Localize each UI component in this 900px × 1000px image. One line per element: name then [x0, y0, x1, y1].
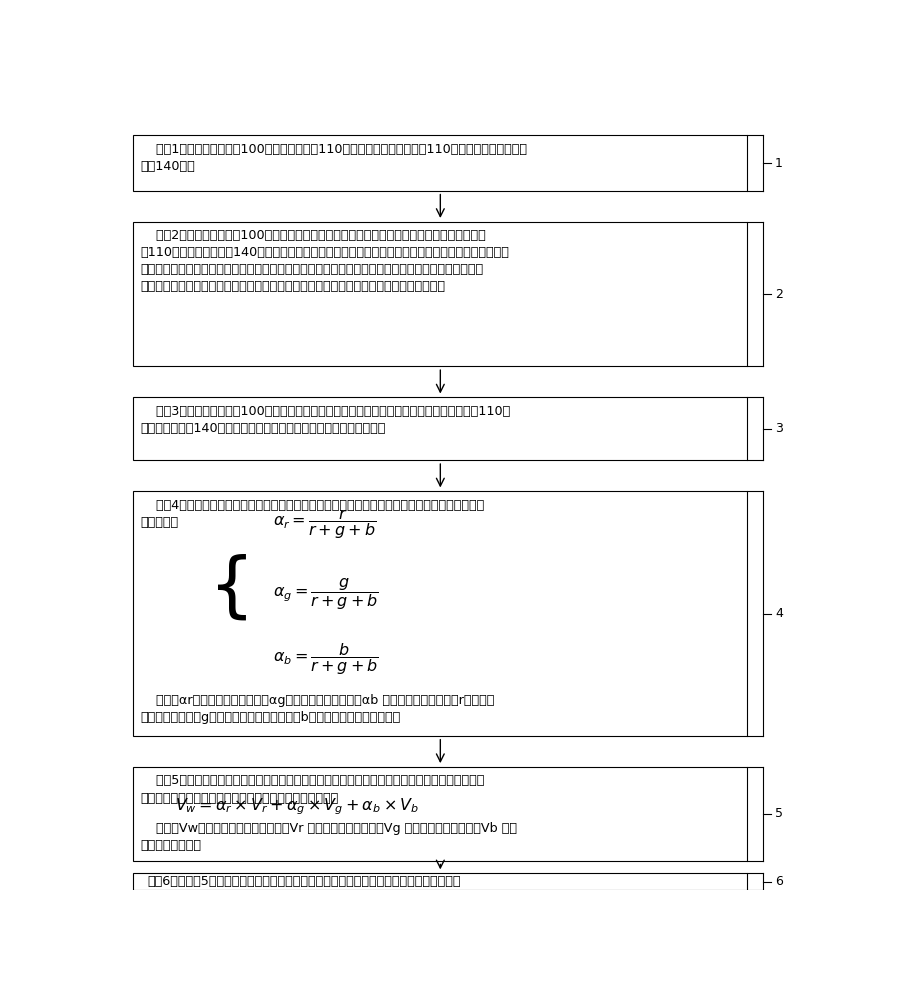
Text: 步骤2、所述液晶面板（100）分别显示红色、绿色、和蓝色闪烁测试画面，使用所述感光探头
（110）与闪烁感测器（140）分别获取红色、绿色、和蓝色闪烁测试画面的: 步骤2、所述液晶面板（100）分别显示红色、绿色、和蓝色闪烁测试画面，使用所述感… [140, 229, 509, 293]
Text: $V_w = \alpha_r \times V_r + \alpha_g \times V_g + \alpha_b \times V_b$: $V_w = \alpha_r \times V_r + \alpha_g \t… [176, 797, 419, 817]
Text: 1: 1 [775, 157, 783, 170]
Text: 步骤4、依据红色、绿色、和蓝色纯色画面的亮度分别计算红色、绿色、和蓝色亮度权重因子，计
算公式为：: 步骤4、依据红色、绿色、和蓝色纯色画面的亮度分别计算红色、绿色、和蓝色亮度权重因… [140, 499, 484, 529]
Text: 3: 3 [775, 422, 783, 435]
Text: $\alpha_b = \dfrac{b}{r+g+b}$: $\alpha_b = \dfrac{b}{r+g+b}$ [273, 641, 379, 677]
FancyBboxPatch shape [133, 491, 747, 736]
Text: 步骤5、依据红色、绿色、和蓝色亮度权重因子以及红色最佳公共电压、绿色最佳公共电压、和蓝
色最佳公共电压计算液晶面板最佳公共电压，计算公式为：: 步骤5、依据红色、绿色、和蓝色亮度权重因子以及红色最佳公共电压、绿色最佳公共电压… [140, 774, 485, 804]
Text: 步骤6、将步骤5计算出的液晶显示面板最佳公共电压写入可编程伽马校正芯片，调节结束。: 步骤6、将步骤5计算出的液晶显示面板最佳公共电压写入可编程伽马校正芯片，调节结束… [148, 875, 461, 888]
Text: $\alpha_r = \dfrac{r}{r+g+b}$: $\alpha_r = \dfrac{r}{r+g+b}$ [273, 507, 376, 541]
FancyBboxPatch shape [133, 222, 747, 366]
Text: $\alpha_g = \dfrac{g}{r+g+b}$: $\alpha_g = \dfrac{g}{r+g+b}$ [273, 576, 379, 612]
FancyBboxPatch shape [133, 767, 747, 861]
Text: 4: 4 [775, 607, 783, 620]
Text: 其中，αr为红色亮度权重因子，αg为绿色亮度权重因子，αb 为蓝色亮度权重因子，r为红色纯
色画面的亮度值，g为绿色纯色画面的亮度值、b为蓝色纯色画面的亮度值；: 其中，αr为红色亮度权重因子，αg为绿色亮度权重因子，αb 为蓝色亮度权重因子，… [140, 694, 495, 724]
Text: $\{$: $\{$ [208, 553, 248, 623]
Text: 其中，Vw为液晶面板最佳公共电压，Vr 为红色最佳公共电压，Vg 为绿色最佳公共电压，Vb 为蓝
色最佳公共电压；: 其中，Vw为液晶面板最佳公共电压，Vr 为红色最佳公共电压，Vg 为绿色最佳公共… [140, 822, 517, 852]
Text: 6: 6 [775, 875, 783, 888]
Text: 5: 5 [775, 807, 783, 820]
FancyBboxPatch shape [133, 873, 747, 890]
Text: 2: 2 [775, 288, 783, 301]
Text: 步骤1、提供液晶面板（100）、感光探头（110）、及与所述感光探头（110）电性连接的闪烁感测
器（140）；: 步骤1、提供液晶面板（100）、感光探头（110）、及与所述感光探头（110）电… [140, 143, 527, 173]
FancyBboxPatch shape [133, 397, 747, 460]
FancyBboxPatch shape [133, 135, 747, 191]
Text: 步骤3、所述液晶面板（100）分别显示红色、绿色、和蓝色纯色画面，使用所述感光探头（110）
与闪烁感测器（140）分别获得红色、绿色、和蓝色纯色画面的亮度；: 步骤3、所述液晶面板（100）分别显示红色、绿色、和蓝色纯色画面，使用所述感光探… [140, 405, 510, 435]
